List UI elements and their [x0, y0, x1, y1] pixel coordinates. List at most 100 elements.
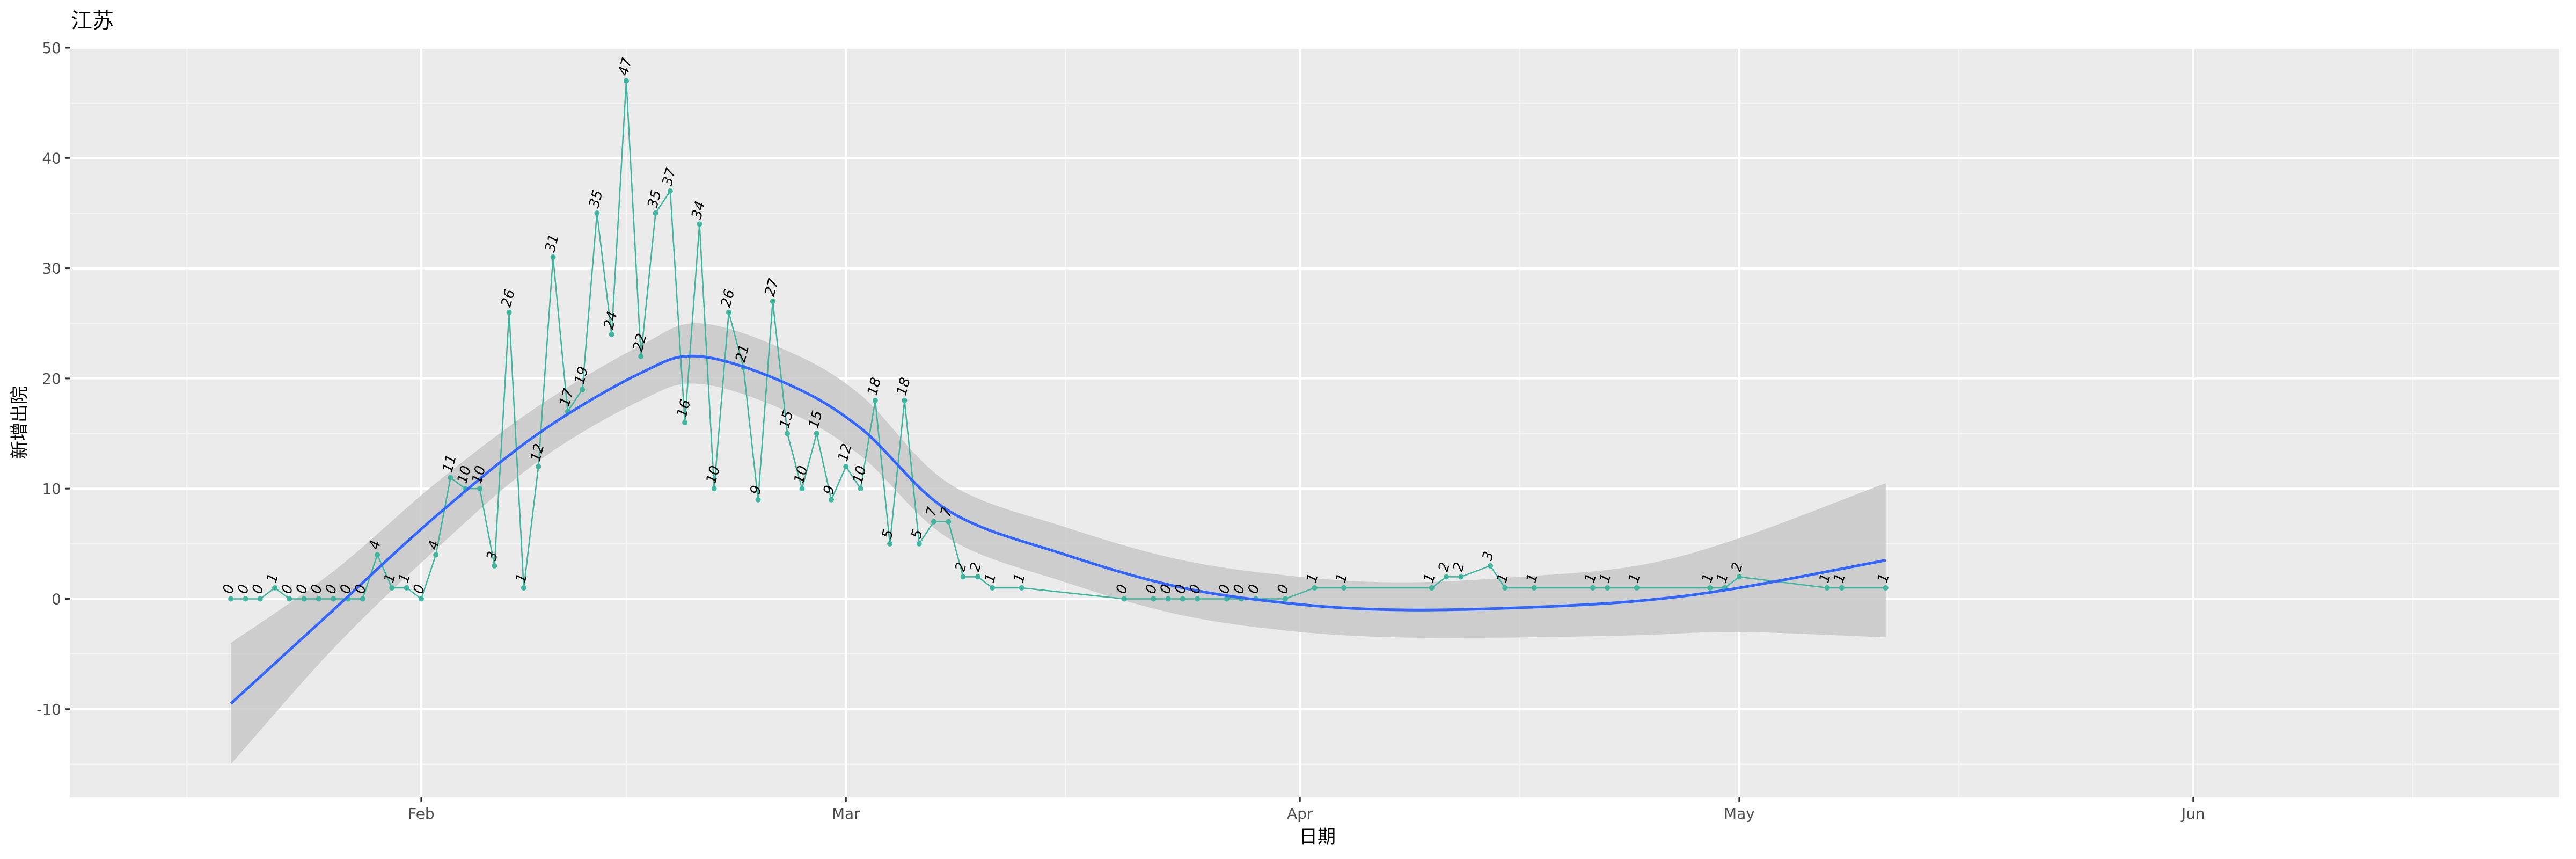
plot-panel — [70, 48, 2559, 797]
data-point — [272, 585, 278, 591]
data-point — [1736, 574, 1742, 580]
data-label: 0 — [1143, 583, 1160, 596]
data-label: 1 — [982, 572, 999, 585]
x-tick-label: Feb — [408, 805, 435, 822]
data-label: 0 — [1157, 583, 1175, 596]
data-point — [1883, 585, 1889, 591]
data-point — [902, 397, 908, 403]
data-label: 0 — [1216, 583, 1234, 596]
data-point — [638, 353, 644, 359]
minor-gridlines — [70, 48, 2559, 797]
data-point — [1312, 585, 1318, 591]
data-point — [697, 221, 702, 227]
data-label: 0 — [250, 583, 267, 596]
data-point — [1180, 596, 1185, 602]
data-label: 1 — [1816, 572, 1834, 585]
data-point — [682, 420, 688, 425]
data-point — [316, 596, 321, 602]
y-tick-label: 10 — [42, 480, 61, 498]
data-point — [1195, 596, 1201, 602]
y-tick-label: -10 — [36, 701, 61, 718]
data-label: 0 — [279, 583, 296, 596]
x-tick-label: Apr — [1287, 805, 1313, 822]
data-label: 1 — [264, 572, 282, 585]
smooth-line-layer — [230, 354, 1886, 705]
data-label: 0 — [220, 583, 238, 596]
x-axis-title: 日期 — [1299, 826, 1336, 848]
data-label: 2 — [1450, 560, 1468, 573]
data-point — [550, 254, 556, 260]
data-label: 1 — [1714, 572, 1731, 585]
data-label: 3 — [484, 550, 501, 563]
data-point — [594, 210, 600, 216]
data-point — [521, 585, 526, 591]
data-point — [580, 387, 586, 392]
data-point — [1121, 596, 1127, 602]
data-label: 1 — [1582, 572, 1600, 585]
data-label: 0 — [1172, 583, 1190, 596]
y-tick-label: 30 — [42, 260, 61, 278]
y-axis-title: 新增出院 — [9, 386, 31, 459]
data-point — [418, 596, 424, 602]
x-tick-label: Mar — [832, 805, 860, 822]
data-point — [711, 486, 717, 492]
data-label: 0 — [1187, 583, 1204, 596]
data-point — [609, 331, 614, 337]
data-label: 0 — [1114, 583, 1131, 596]
data-point — [1444, 574, 1450, 580]
data-point — [404, 585, 409, 591]
data-label: 2 — [1436, 560, 1453, 573]
data-point — [228, 596, 234, 602]
data-label: 4 — [367, 538, 384, 551]
y-tick-label: 40 — [42, 149, 61, 167]
data-label: 1 — [1699, 572, 1717, 585]
data-label: 1 — [1333, 572, 1351, 585]
data-label: 1 — [381, 572, 399, 585]
data-point — [433, 552, 439, 558]
data-point — [301, 596, 307, 602]
chart-title: 江苏 — [71, 9, 114, 33]
data-point — [843, 464, 849, 470]
data-point — [1634, 585, 1640, 591]
data-point — [653, 210, 658, 216]
data-label: 1 — [1524, 572, 1541, 585]
data-point — [1429, 585, 1435, 591]
data-point — [858, 486, 863, 492]
data-point — [1839, 585, 1845, 591]
data-point — [1151, 596, 1157, 602]
data-label: 9 — [821, 484, 838, 497]
data-point — [726, 309, 731, 315]
data-label: 5 — [909, 528, 926, 541]
data-point — [536, 464, 541, 470]
data-point — [1165, 596, 1171, 602]
data-label: 0 — [352, 583, 370, 596]
data-point — [1590, 585, 1596, 591]
data-point — [1605, 585, 1611, 591]
data-label: 0 — [1245, 583, 1263, 596]
data-label: 1 — [1494, 572, 1512, 585]
smooth-fit-line — [230, 354, 1886, 705]
data-label: 0 — [293, 583, 311, 596]
data-label: 1 — [1831, 572, 1849, 585]
data-point — [667, 188, 673, 194]
data-label: 1 — [1304, 572, 1321, 585]
data-label: 1 — [1626, 572, 1644, 585]
data-point — [331, 596, 336, 602]
data-label: 1 — [1875, 572, 1893, 585]
data-label: 0 — [337, 583, 355, 596]
data-point — [1282, 596, 1288, 602]
data-point — [477, 486, 483, 492]
observed-series-layer — [228, 78, 1889, 602]
y-tick-label: 20 — [42, 370, 61, 388]
data-label: 1 — [1011, 572, 1029, 585]
confidence-band — [231, 323, 1886, 765]
x-tick-label: May — [1724, 805, 1755, 822]
data-label: 5 — [879, 528, 897, 541]
confidence-band-layer — [231, 323, 1886, 765]
data-point — [975, 574, 980, 580]
y-tick-label: 0 — [52, 590, 61, 608]
data-point — [623, 78, 629, 84]
data-point — [960, 574, 966, 580]
data-point — [1502, 585, 1508, 591]
